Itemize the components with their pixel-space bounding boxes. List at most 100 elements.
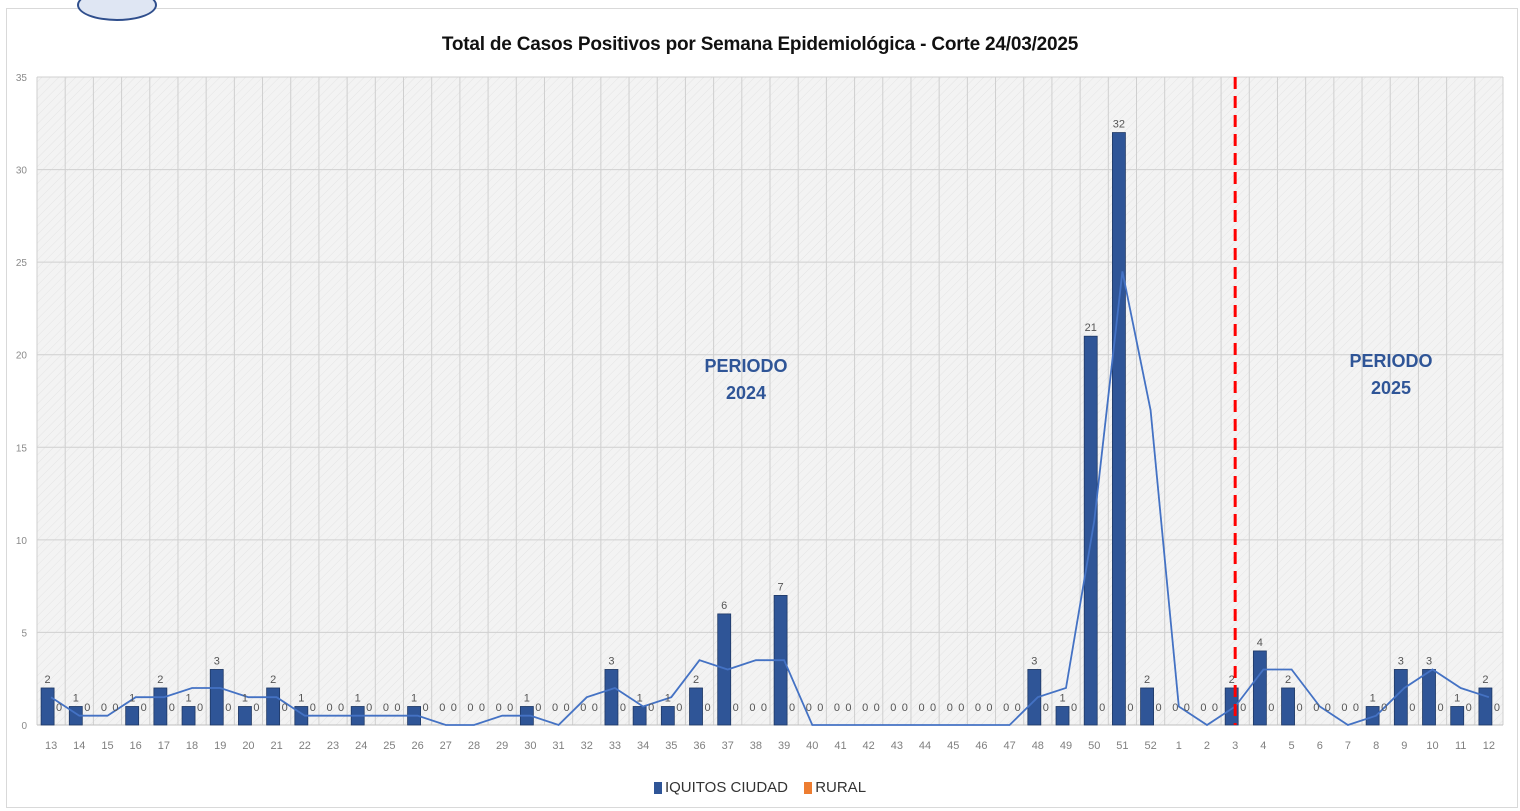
x-tick-label: 26 bbox=[411, 740, 423, 752]
x-tick-label: 21 bbox=[271, 740, 283, 752]
data-label-rural: 0 bbox=[1494, 702, 1500, 714]
data-label-iquitos: 3 bbox=[608, 655, 614, 667]
data-label-iquitos: 2 bbox=[1144, 674, 1150, 686]
data-label-rural: 0 bbox=[1240, 702, 1246, 714]
data-label-iquitos: 0 bbox=[439, 702, 445, 714]
data-label-rural: 0 bbox=[817, 702, 823, 714]
period-annotation: 2025 bbox=[1371, 378, 1411, 398]
data-label-rural: 0 bbox=[1296, 702, 1302, 714]
data-label-rural: 0 bbox=[1043, 702, 1049, 714]
x-tick-label: 20 bbox=[242, 740, 254, 752]
data-label-rural: 0 bbox=[535, 702, 541, 714]
x-tick-label: 36 bbox=[693, 740, 705, 752]
legend-swatch-iquitos bbox=[653, 781, 662, 794]
data-label-rural: 0 bbox=[56, 702, 62, 714]
data-label-iquitos: 1 bbox=[185, 692, 191, 704]
data-label-rural: 0 bbox=[282, 702, 288, 714]
data-label-iquitos: 1 bbox=[129, 692, 135, 704]
x-tick-label: 43 bbox=[891, 740, 903, 752]
data-label-iquitos: 1 bbox=[411, 692, 417, 704]
x-tick-label: 47 bbox=[1004, 740, 1016, 752]
trend-line bbox=[50, 271, 1490, 727]
data-label-iquitos: 0 bbox=[1313, 702, 1319, 714]
y-tick-label: 25 bbox=[16, 258, 28, 269]
data-label-rural: 0 bbox=[648, 702, 654, 714]
x-tick-label: 27 bbox=[440, 740, 452, 752]
data-label-iquitos: 1 bbox=[665, 692, 671, 704]
x-tick-label: 12 bbox=[1483, 740, 1495, 752]
y-tick-label: 0 bbox=[21, 721, 27, 732]
data-label-rural: 0 bbox=[733, 702, 739, 714]
bar-iquitos-ciudad bbox=[1252, 650, 1267, 726]
data-label-rural: 0 bbox=[1381, 702, 1387, 714]
data-label-rural: 0 bbox=[1466, 702, 1472, 714]
data-label-rural: 0 bbox=[1184, 702, 1190, 714]
bar-iquitos-ciudad bbox=[632, 706, 647, 726]
data-label-iquitos: 1 bbox=[637, 692, 643, 704]
x-tick-label: 49 bbox=[1060, 740, 1072, 752]
data-label-iquitos: 0 bbox=[947, 702, 953, 714]
data-label-iquitos: 0 bbox=[834, 702, 840, 714]
x-tick-label: 7 bbox=[1345, 740, 1351, 752]
x-tick-label: 14 bbox=[73, 740, 85, 752]
x-tick-label: 16 bbox=[130, 740, 142, 752]
data-label-rural: 0 bbox=[451, 702, 457, 714]
data-label-iquitos: 2 bbox=[45, 674, 51, 686]
data-label-rural: 0 bbox=[563, 702, 569, 714]
x-tick-label: 15 bbox=[101, 740, 113, 752]
data-label-rural: 0 bbox=[789, 702, 795, 714]
bar-iquitos-ciudad bbox=[1478, 687, 1493, 726]
x-tick-label: 38 bbox=[750, 740, 762, 752]
x-tick-label: 52 bbox=[1144, 740, 1156, 752]
chart-legend: IQUITOS CIUDAD RURAL bbox=[0, 779, 1520, 798]
bar-iquitos-ciudad bbox=[266, 687, 281, 726]
bar-iquitos-ciudad bbox=[153, 687, 168, 726]
x-tick-label: 39 bbox=[778, 740, 790, 752]
data-label-iquitos: 0 bbox=[1003, 702, 1009, 714]
data-label-iquitos: 1 bbox=[355, 692, 361, 704]
data-label-rural: 0 bbox=[423, 702, 429, 714]
data-label-iquitos: 0 bbox=[552, 702, 558, 714]
data-label-iquitos: 0 bbox=[326, 702, 332, 714]
data-label-iquitos: 0 bbox=[975, 702, 981, 714]
x-tick-label: 29 bbox=[496, 740, 508, 752]
data-label-rural: 0 bbox=[704, 702, 710, 714]
x-tick-label: 30 bbox=[524, 740, 536, 752]
data-label-rural: 0 bbox=[958, 702, 964, 714]
data-label-iquitos: 32 bbox=[1113, 119, 1125, 131]
data-label-iquitos: 0 bbox=[101, 702, 107, 714]
data-label-iquitos: 4 bbox=[1257, 637, 1263, 649]
x-tick-label: 48 bbox=[1032, 740, 1044, 752]
data-label-iquitos: 1 bbox=[1370, 692, 1376, 704]
data-label-rural: 0 bbox=[225, 702, 231, 714]
data-label-iquitos: 1 bbox=[298, 692, 304, 704]
x-tick-label: 35 bbox=[665, 740, 677, 752]
data-label-iquitos: 6 bbox=[721, 600, 727, 612]
data-label-rural: 0 bbox=[112, 702, 118, 714]
data-label-rural: 0 bbox=[986, 702, 992, 714]
bar-iquitos-ciudad bbox=[1281, 687, 1295, 726]
x-tick-label: 40 bbox=[806, 740, 818, 752]
x-tick-label: 41 bbox=[834, 740, 846, 752]
x-tick-label: 10 bbox=[1426, 740, 1438, 752]
x-tick-label: 28 bbox=[468, 740, 480, 752]
x-tick-label: 17 bbox=[158, 740, 170, 752]
x-tick-label: 42 bbox=[863, 740, 875, 752]
data-label-rural: 0 bbox=[366, 702, 372, 714]
data-label-rural: 0 bbox=[394, 702, 400, 714]
bar-iquitos-ciudad bbox=[1140, 687, 1154, 726]
x-tick-label: 5 bbox=[1288, 740, 1294, 752]
x-tick-label: 31 bbox=[552, 740, 564, 752]
x-tick-label: 44 bbox=[919, 740, 931, 752]
legend-item-iquitos: IQUITOS CIUDAD bbox=[653, 779, 788, 796]
data-label-iquitos: 21 bbox=[1085, 322, 1097, 334]
data-label-rural: 0 bbox=[338, 702, 344, 714]
y-tick-label: 20 bbox=[16, 351, 28, 362]
data-label-rural: 0 bbox=[1212, 702, 1218, 714]
data-label-rural: 0 bbox=[507, 702, 513, 714]
data-label-rural: 0 bbox=[1353, 702, 1359, 714]
data-label-iquitos: 0 bbox=[1341, 702, 1347, 714]
data-label-rural: 0 bbox=[1409, 702, 1415, 714]
data-label-iquitos: 2 bbox=[270, 674, 276, 686]
data-label-iquitos: 1 bbox=[524, 692, 530, 704]
